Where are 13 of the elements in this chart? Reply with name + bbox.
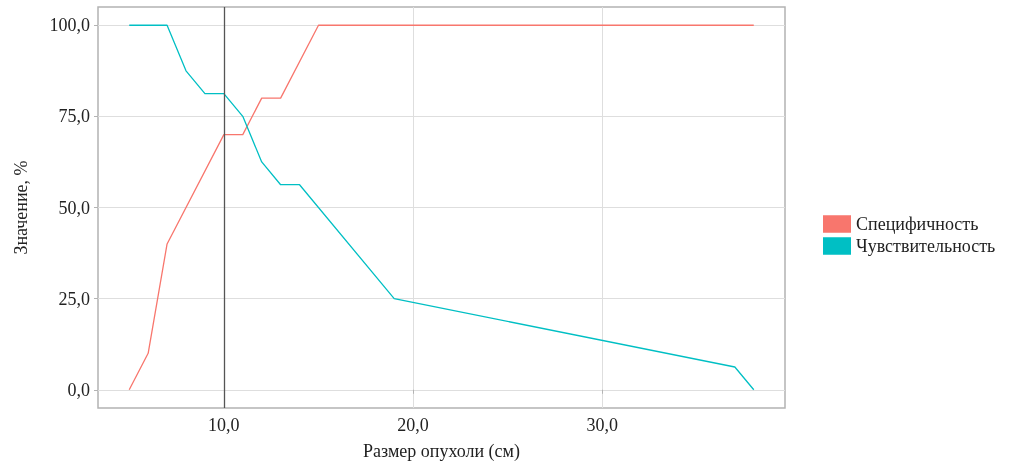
y-axis-title: Значение, % [11, 160, 31, 255]
legend-label: Специфичность [856, 214, 979, 234]
x-tick-label: 10,0 [208, 415, 240, 435]
y-tick-label: 100,0 [49, 15, 90, 36]
x-tick-label: 30,0 [586, 415, 619, 435]
x-axis-title: Размер опухоли (см) [363, 441, 520, 462]
y-tick-label: 0,0 [67, 379, 90, 400]
y-tick-label: 75,0 [58, 106, 90, 127]
legend-label: Чувствительность [856, 236, 996, 256]
y-tick-label: 25,0 [58, 288, 90, 309]
y-tick-label: 50,0 [58, 197, 90, 218]
x-tick-label: 20,0 [397, 415, 429, 435]
line-series [128, 24, 755, 391]
